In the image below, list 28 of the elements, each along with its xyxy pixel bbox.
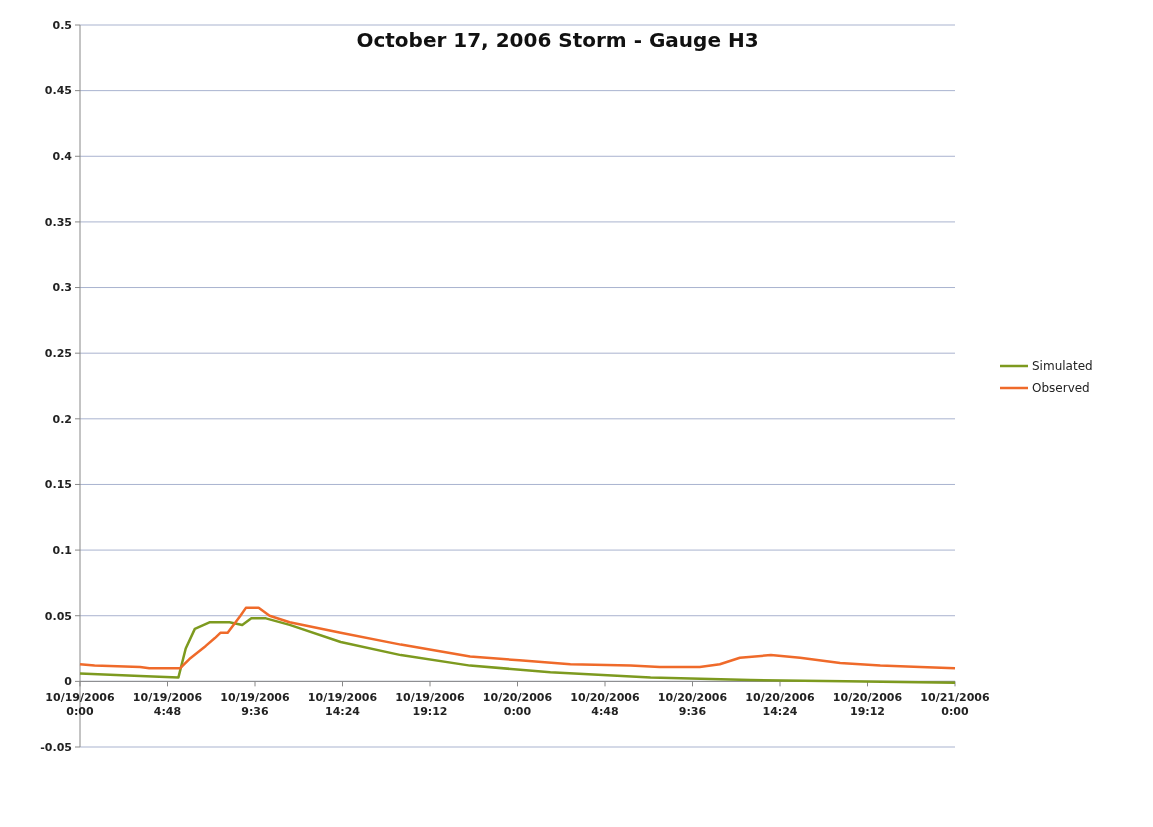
y-tick-label: 0.3	[52, 281, 72, 295]
y-tick-label: 0.15	[44, 478, 72, 492]
y-tick-label: 0	[64, 675, 73, 689]
chart-title: October 17, 2006 Storm - Gauge H3	[356, 28, 759, 52]
y-tick-label: 0.05	[44, 609, 72, 623]
y-tick-label: 0.35	[44, 215, 72, 229]
line-series	[78, 617, 957, 684]
y-tick-label: 0.2	[52, 412, 72, 426]
legend-label: Observed	[1032, 381, 1090, 396]
x-tick-label: 10/20/2006 4:48	[570, 691, 640, 718]
x-tick-label: 10/20/2006 0:00	[482, 691, 553, 718]
x-tick-label: 10/19/2006 14:24	[307, 691, 378, 718]
x-tick-label: 10/20/2006 19:12	[832, 691, 903, 718]
x-tick-label: 10/19/2006 9:36	[220, 691, 290, 718]
x-tick-label: 10/20/2006 14:24	[745, 691, 815, 718]
line-series	[78, 606, 957, 670]
y-tick-label: 0.5	[52, 18, 72, 32]
y-tick-label: 0.45	[44, 84, 72, 98]
x-tick-label: 10/20/2006 9:36	[657, 691, 728, 718]
legend-label: Simulated	[1032, 359, 1093, 374]
y-tick-label: 0.25	[44, 347, 72, 361]
y-tick-label: 0.4	[52, 150, 73, 164]
x-tick-label: 10/19/2006 19:12	[395, 691, 465, 718]
x-tick-label: 10/19/2006 4:48	[132, 691, 203, 718]
x-tick-label: 10/19/2006 0:00	[45, 691, 115, 718]
y-tick-label: -0.05	[40, 740, 72, 754]
y-tick-label: 0.1	[52, 543, 72, 557]
x-tick-label: 10/21/2006 0:00	[920, 691, 990, 718]
